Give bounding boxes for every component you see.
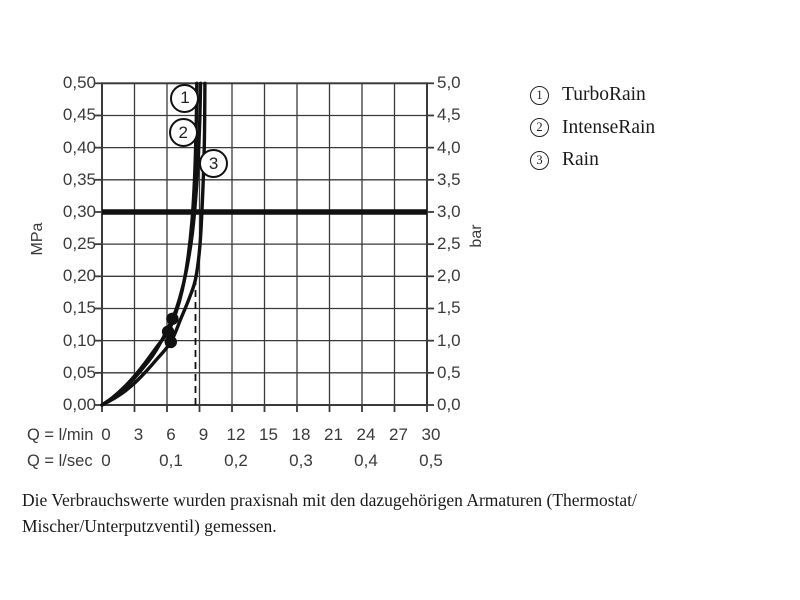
y-left-tick-label: 0,00 (62, 395, 96, 414)
x-axis-label-lmin: Q = l/min (27, 426, 94, 444)
legend-number-2-icon: 2 (530, 118, 549, 138)
x-tick-lsec: 0 (101, 451, 111, 470)
y-right-tick-label: 0,5 (437, 362, 461, 382)
x-tick-lmin: 9 (198, 425, 209, 444)
legend-number-3-icon: 3 (530, 150, 549, 170)
y-right-tick-label: 4,0 (437, 137, 461, 157)
caption-text: Die Verbrauchswerte wurden praxisnah mit… (22, 487, 784, 539)
x-tick-lmin: 6 (166, 425, 176, 444)
x-tick-lmin: 12 (226, 425, 246, 444)
x-tick-lmin: 3 (133, 425, 144, 444)
y-axis-unit-bar: bar (468, 224, 485, 248)
curve-callout-1: 1 (170, 83, 200, 113)
x-tick-lsec: 0,2 (224, 451, 248, 470)
legend-label: TurboRain (562, 84, 646, 106)
x-axis-label-lsec: Q = l/sec (27, 452, 93, 470)
y-right-tick-label: 3,5 (437, 169, 461, 189)
y-axis-right-labels: 5,0 4,5 4,0 3,5 3,0 2,5 2,0 1,5 1,0 0,5 0,0 (437, 0, 497, 600)
legend-label: IntenseRain (562, 116, 656, 138)
x-tick-lmin: 18 (291, 425, 311, 444)
y-left-tick-label: 0,40 (62, 137, 96, 157)
x-tick-lmin: 30 (421, 425, 441, 444)
curve-rain (100, 81, 207, 407)
legend-item-intenserain: 2 IntenseRain (530, 112, 655, 145)
x-tick-lmin: 0 (101, 425, 111, 444)
curve-callout-3: 3 (199, 149, 229, 179)
x-tick-lsec: 0,3 (289, 451, 313, 470)
x-tick-lsec: 0,1 (159, 451, 183, 470)
y-left-tick-label: 0,30 (62, 201, 96, 221)
marker-dot-rain (164, 335, 177, 349)
y-right-tick-label: 5,0 (437, 73, 461, 93)
y-right-tick-label: 0,0 (437, 395, 461, 414)
y-left-tick-label: 0,25 (62, 234, 96, 254)
y-right-tick-label: 3,0 (437, 201, 461, 221)
y-right-tick-label: 1,5 (437, 298, 461, 318)
y-left-tick-label: 0,35 (62, 169, 96, 189)
y-left-tick-label: 0,05 (62, 362, 96, 382)
x-tick-lmin: 24 (356, 425, 376, 444)
x-tick-lmin: 27 (389, 425, 408, 444)
x-tick-lsec: 0,4 (354, 451, 378, 470)
y-left-tick-label: 0,45 (62, 105, 96, 125)
y-right-tick-label: 2,5 (437, 234, 461, 254)
marker-dot-turborain (161, 325, 175, 338)
x-tick-lmin: 15 (259, 425, 278, 444)
y-axis-unit-mpa: MPa (29, 222, 46, 256)
y-right-tick-label: 2,0 (437, 266, 461, 286)
y-left-tick-label: 0,20 (62, 266, 96, 286)
y-left-tick-label: 0,10 (62, 330, 96, 350)
y-left-tick-label: 0,15 (62, 298, 96, 318)
x-tick-lsec: 0,5 (419, 451, 443, 470)
legend-label: Rain (562, 149, 599, 171)
y-right-tick-label: 4,5 (437, 105, 461, 125)
legend-item-rain: 3 Rain (530, 144, 655, 177)
legend-number-1-icon: 1 (530, 85, 549, 105)
caption-line-1: Die Verbrauchswerte wurden praxisnah mit… (22, 490, 637, 510)
y-right-tick-label: 1,0 (437, 330, 461, 350)
legend-item-turborain: 1 TurboRain (530, 79, 655, 112)
x-tick-lmin: 21 (324, 425, 343, 444)
curve-callout-2: 2 (168, 118, 198, 148)
legend: 1 TurboRain 2 IntenseRain 3 Rain (530, 79, 655, 177)
y-left-tick-label: 0,50 (62, 73, 96, 93)
y-axis-left-labels: 0,50 0,45 0,40 0,35 0,30 0,25 0,20 0,15 0,10 0,05… (40, 0, 96, 600)
marker-dot-intenserain (166, 312, 179, 325)
caption-line-2: Mischer/Unterputzventil) gemessen. (22, 516, 277, 536)
